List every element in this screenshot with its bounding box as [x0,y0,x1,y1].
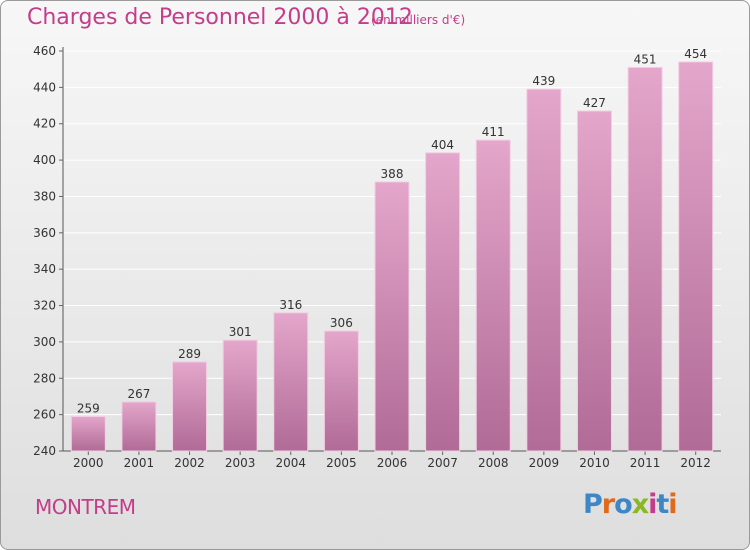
x-tick-label-2004: 2004 [275,456,306,470]
proxiti-logo: Proxiti [583,489,678,520]
data-label-2006: 388 [381,167,404,181]
y-tick-label: 380 [33,189,56,203]
data-label-2000: 259 [77,401,100,415]
data-label-2002: 289 [178,347,201,361]
x-tick-label-2002: 2002 [174,456,205,470]
data-label-2012: 454 [684,47,707,61]
logo-letter: x [631,489,649,520]
data-label-2004: 316 [279,298,302,312]
data-labels: 259 267 289 301 316 306 388 404 411 439 427 451 454 [77,47,707,416]
x-tick-label-2001: 2001 [124,456,155,470]
data-label-2010: 427 [583,96,606,110]
x-tick-label-2011: 2011 [630,456,661,470]
x-tick-label-2003: 2003 [225,456,256,470]
chart-title: Charges de Personnel 2000 à 2012 [27,5,413,30]
x-tick-label-2012: 2012 [680,456,711,470]
y-tick-labels: 240 260 280 300 320 340 360 380 400 420 440 460 [33,44,56,458]
bar-2008 [475,139,511,452]
data-label-2005: 306 [330,316,353,330]
y-tick-label: 420 [33,117,56,131]
chart-subtitle: (en milliers d'€) [371,13,466,27]
logo-letter: r [601,489,615,520]
data-label-2009: 439 [532,74,555,88]
bar-2003 [222,339,258,452]
bar-2012 [678,61,714,452]
x-tick-label-2009: 2009 [529,456,560,470]
y-tick-label: 260 [33,408,56,422]
y-tick-label: 320 [33,299,56,313]
data-label-2001: 267 [127,387,150,401]
x-tick-label-2010: 2010 [579,456,610,470]
x-tick-label-2008: 2008 [478,456,509,470]
y-tick-label: 460 [33,44,56,58]
bar-2005 [323,330,359,452]
x-tick-label-2007: 2007 [427,456,458,470]
logo-letter: P [583,489,603,520]
logo-letter: o [614,489,633,520]
bar-2006 [374,181,410,452]
bar-2001 [121,401,157,452]
y-tick-label: 280 [33,371,56,385]
data-label-2007: 404 [431,138,454,152]
y-tick-label: 360 [33,226,56,240]
bars [70,61,714,452]
data-label-2003: 301 [229,325,252,339]
x-tick-label-2000: 2000 [73,456,104,470]
data-label-2011: 451 [634,52,657,66]
x-tick-label-2005: 2005 [326,456,357,470]
logo-letter: i [648,489,657,520]
bar-2004 [273,312,309,452]
bar-2009 [526,88,562,452]
y-tick-label: 340 [33,262,56,276]
bar-2007 [425,152,461,452]
x-tick-label-2006: 2006 [377,456,408,470]
bar-2011 [627,66,663,452]
bar-2002 [172,361,208,452]
y-tick-label: 300 [33,335,56,349]
bar-2010 [576,110,612,452]
data-label-2008: 411 [482,125,505,139]
x-tick-labels: 2000 2001 2002 2003 2004 2005 2006 2007 2008 2009… [73,456,711,470]
logo-letter: t [656,489,669,520]
logo-letter: i [668,489,677,520]
bar-2000 [70,415,106,452]
city-name: MONTREM [35,495,136,519]
y-tick-label: 400 [33,153,56,167]
y-tick-label: 440 [33,80,56,94]
y-tick-label: 240 [33,444,56,458]
